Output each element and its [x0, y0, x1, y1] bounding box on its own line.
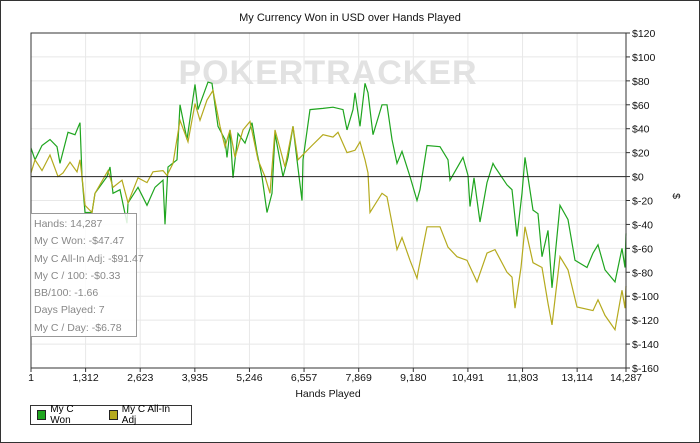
- x-tick-label: 13,114: [561, 372, 592, 384]
- legend-swatch-green: [37, 410, 47, 420]
- legend: My C Won My C All-In Adj: [30, 404, 192, 426]
- y-tick-label: $-120: [632, 315, 659, 327]
- x-tick-label: 5,246: [236, 372, 262, 384]
- pokertracker-watermark: POKERTRACKER: [178, 54, 477, 92]
- x-tick-label: 11,803: [507, 372, 538, 384]
- y-tick-label: $0: [632, 172, 644, 184]
- legend-label: My C All-In Adj: [121, 404, 171, 426]
- x-tick-label: 1,312: [72, 372, 98, 384]
- y-tick-label: $-20: [632, 196, 653, 208]
- stat-per-day: My C / Day: -$6.78: [34, 321, 122, 334]
- x-tick-label: 9,180: [400, 372, 426, 384]
- x-axis-label: Hands Played: [295, 388, 361, 400]
- plot-border: [30, 32, 627, 369]
- chart-title: My Currency Won in USD over Hands Played: [239, 12, 461, 24]
- legend-swatch-gold: [108, 410, 118, 420]
- stat-days-played: Days Played: 7: [34, 304, 105, 317]
- y-tick-label: $60: [632, 100, 650, 112]
- x-tick-label: 3,935: [182, 372, 208, 384]
- x-tick-label: 7,869: [346, 372, 372, 384]
- stat-hands: Hands: 14,287: [34, 218, 103, 230]
- legend-item-my-c-won[interactable]: My C Won: [37, 404, 93, 426]
- y-tick-label: $-60: [632, 243, 653, 255]
- x-tick-label: 1: [28, 372, 34, 384]
- y-tick-label: $-80: [632, 267, 653, 279]
- stat-bb-100: BB/100: -1.66: [34, 287, 99, 300]
- stat-won: My C Won: -$47.47: [34, 235, 125, 248]
- x-tick-label: 6,557: [291, 372, 317, 384]
- y-tick-label: $40: [632, 124, 650, 136]
- legend-label: My C Won: [50, 404, 74, 426]
- x-tick-label: 14,287: [610, 372, 642, 384]
- y-tick-label: $-140: [632, 339, 659, 351]
- y-tick-label: $80: [632, 76, 650, 88]
- x-tick-label: 2,623: [127, 372, 153, 384]
- y-tick-label: $-100: [632, 291, 659, 303]
- stat-allin-adj: My C All-In Adj: -$91.47: [34, 252, 144, 265]
- x-tick-label: 10,491: [452, 372, 484, 384]
- y-tick-label: $120: [632, 28, 656, 40]
- y-tick-label: $-160: [632, 363, 659, 375]
- y-tick-label: $20: [632, 148, 650, 160]
- y-tick-label: $-40: [632, 219, 653, 231]
- legend-item-all-in-adj[interactable]: My C All-In Adj: [108, 404, 182, 426]
- y-axis-label: $: [670, 193, 682, 199]
- stat-per-100: My C / 100: -$0.33: [34, 269, 121, 282]
- series-line-my-c-all-in-adj: [30, 88, 627, 332]
- stats-tooltip: Hands: 14,287 My C Won: -$47.47 My C All…: [30, 213, 144, 337]
- y-tick-label: $100: [632, 52, 656, 64]
